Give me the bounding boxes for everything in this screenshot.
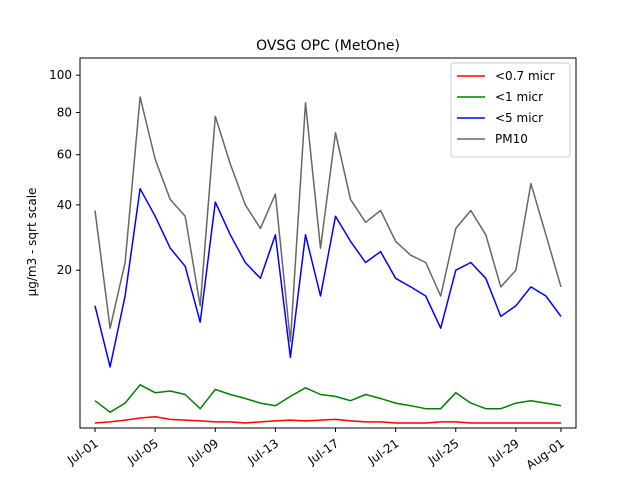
- x-tick-label: Aug-01: [524, 436, 567, 472]
- legend-label: <0.7 micr: [495, 69, 555, 83]
- y-tick-label: 60: [57, 148, 72, 162]
- x-tick-label: Jul-13: [245, 436, 282, 468]
- x-tick-label: Jul-25: [425, 436, 462, 468]
- legend-box: [450, 62, 571, 158]
- y-tick-label: 40: [57, 198, 72, 212]
- y-axis-label: µg/m3 - sqrt scale: [25, 188, 39, 297]
- x-tick-label: Jul-09: [184, 436, 221, 468]
- legend-label: <1 micr: [495, 90, 543, 104]
- series-line-2: [94, 187, 562, 368]
- series-line-0: [94, 416, 561, 424]
- x-axis: Jul-01 Jul-05 Jul-09 Jul-13 Jul-17 Jul-21 Jul-…: [64, 428, 567, 472]
- plot-frame: [79, 57, 577, 429]
- y-tick-label: 20: [57, 263, 72, 277]
- y-tick-label: 80: [57, 105, 72, 119]
- legend-label: <5 micr: [495, 111, 543, 125]
- y-tick-label: 100: [49, 68, 72, 82]
- x-tick-label: Jul-29: [485, 436, 522, 468]
- legend-label: PM10: [495, 132, 528, 146]
- x-tick-label: Jul-05: [124, 436, 161, 468]
- y-axis: 20 40 60 80 100: [49, 68, 80, 277]
- chart-title: OVSG OPC (MetOne): [256, 38, 400, 54]
- series-line-1: [94, 384, 562, 413]
- x-tick-label: Jul-01: [64, 436, 101, 468]
- x-tick-label: Jul-21: [365, 436, 402, 468]
- legend: <0.7 micr <1 micr <5 micr PM10: [450, 62, 571, 158]
- series-layer: [94, 96, 562, 424]
- series-line-3: [94, 96, 562, 343]
- x-tick-label: Jul-17: [305, 436, 342, 468]
